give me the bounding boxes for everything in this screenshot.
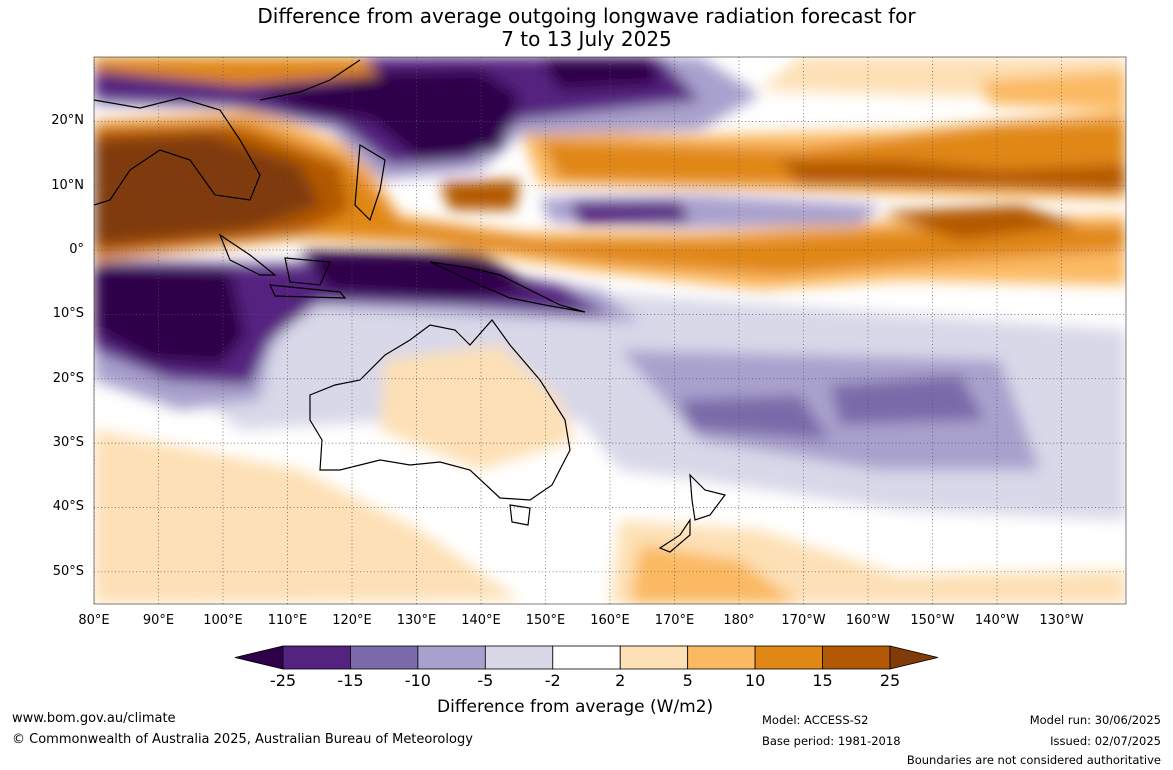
- anomaly-region: [830, 375, 985, 425]
- australia-coastline: [309, 319, 571, 501]
- chart-title-line-1: Difference from average outgoing longwav…: [257, 4, 916, 28]
- longitude-label: 120°E: [332, 613, 372, 628]
- anomaly-region: [300, 250, 540, 300]
- anomaly-region: [94, 430, 520, 604]
- gridlines: [94, 57, 1126, 604]
- longitude-label: 130°W: [1039, 613, 1084, 628]
- latitude-label: 20°S: [52, 370, 84, 386]
- colorbar-segment: [484, 645, 554, 670]
- colorbar-segment: [754, 645, 823, 670]
- footer-base-period: Base period: 1981-2018: [762, 734, 901, 748]
- colorbar-segment: [282, 645, 351, 670]
- latitude-label: 40°S: [52, 499, 84, 515]
- colorbar-segment: [552, 645, 621, 670]
- anomaly-region: [540, 57, 660, 90]
- latitude-label: 10°S: [52, 306, 84, 322]
- colorbar-segment: [822, 645, 891, 670]
- latitude-label: 20°N: [51, 113, 84, 129]
- colorbar-segment: [619, 645, 689, 670]
- footer-disclaimer: Boundaries are not considered authoritat…: [906, 753, 1161, 767]
- colorbar-low-arrow: [234, 645, 284, 670]
- anomaly-region: [94, 57, 380, 85]
- anomaly-region: [780, 160, 1126, 190]
- colorbar-tick-label: -2: [544, 671, 561, 690]
- footer-url: www.bom.gov.au/climate: [12, 711, 176, 726]
- colorbar-segment: [350, 645, 419, 670]
- longitude-label: 80°E: [78, 613, 110, 628]
- anomaly-region: [260, 70, 520, 160]
- map-plot-area: [94, 57, 1126, 604]
- latitude-label: 30°S: [52, 435, 84, 451]
- colorbar-tick-label: 10: [744, 671, 766, 690]
- colorbar-segment: [417, 645, 486, 670]
- coastlines: [94, 59, 727, 553]
- anomaly-region: [94, 268, 245, 365]
- sumatra-coastline: [218, 233, 277, 276]
- china-coastline: [259, 59, 361, 101]
- philippines-coastline: [354, 143, 386, 222]
- latitude-label: 0°: [69, 242, 84, 258]
- chart-title-line-2: 7 to 13 July 2025: [501, 27, 672, 51]
- longitude-label: 110°E: [267, 613, 308, 628]
- longitude-label: 170°W: [781, 613, 826, 628]
- anomaly-region: [630, 545, 800, 604]
- map-frame: [93, 56, 1127, 605]
- nz-south-island-coastline: [658, 518, 691, 553]
- colorbar-high-arrow: [889, 645, 939, 670]
- colorbar-tick-label: -10: [404, 671, 431, 690]
- colorbar-tick-label: -25: [269, 671, 297, 690]
- longitude-label: 150°W: [910, 613, 955, 628]
- longitude-label: 160°E: [590, 613, 630, 628]
- longitude-label: 100°E: [203, 613, 243, 628]
- new-guinea-coastline: [429, 261, 586, 313]
- colorbar-label: Difference from average (W/m2): [437, 697, 714, 717]
- anomaly-region: [440, 180, 520, 210]
- asia-coastline: [94, 97, 261, 206]
- nz-north-island-coastline: [689, 473, 727, 521]
- longitude-label: 170°E: [654, 613, 695, 628]
- anomaly-region: [680, 395, 830, 440]
- footer-model-run: Model run: 30/06/2025: [1029, 713, 1161, 727]
- longitude-label: 150°E: [525, 613, 566, 628]
- colorbar: [234, 645, 939, 670]
- colorbar-tick-label: 5: [682, 671, 693, 690]
- java-coastline: [269, 284, 347, 299]
- anomaly-region: [94, 135, 320, 245]
- longitude-label: 140°E: [461, 613, 501, 628]
- borneo-coastline: [284, 257, 331, 286]
- longitude-label: 90°E: [142, 613, 175, 628]
- footer-model: Model: ACCESS-S2: [762, 713, 869, 727]
- longitude-label: 180°: [723, 613, 755, 628]
- latitude-label: 10°N: [51, 177, 84, 193]
- footer-copyright: © Commonwealth of Australia 2025, Austra…: [12, 732, 473, 747]
- anomaly-region: [980, 70, 1126, 110]
- colorbar-tick-label: 25: [879, 671, 901, 690]
- colorbar-tick-label: -5: [477, 671, 494, 690]
- anomaly-region: [880, 205, 1080, 240]
- longitude-label: 140°W: [974, 613, 1020, 628]
- anomaly-region: [570, 202, 690, 225]
- footer-issued: Issued: 02/07/2025: [1050, 734, 1161, 748]
- colorbar-tick-label: 15: [812, 671, 833, 690]
- longitude-label: 130°E: [396, 613, 437, 628]
- latitude-label: 50°S: [52, 563, 84, 579]
- colorbar-tick-label: 2: [615, 671, 626, 690]
- tasmania-coastline: [509, 504, 531, 526]
- colorbar-tick-label: -15: [337, 671, 364, 690]
- longitude-label: 160°W: [845, 613, 891, 628]
- anomaly-region: [380, 345, 575, 470]
- colorbar-segment: [687, 645, 756, 670]
